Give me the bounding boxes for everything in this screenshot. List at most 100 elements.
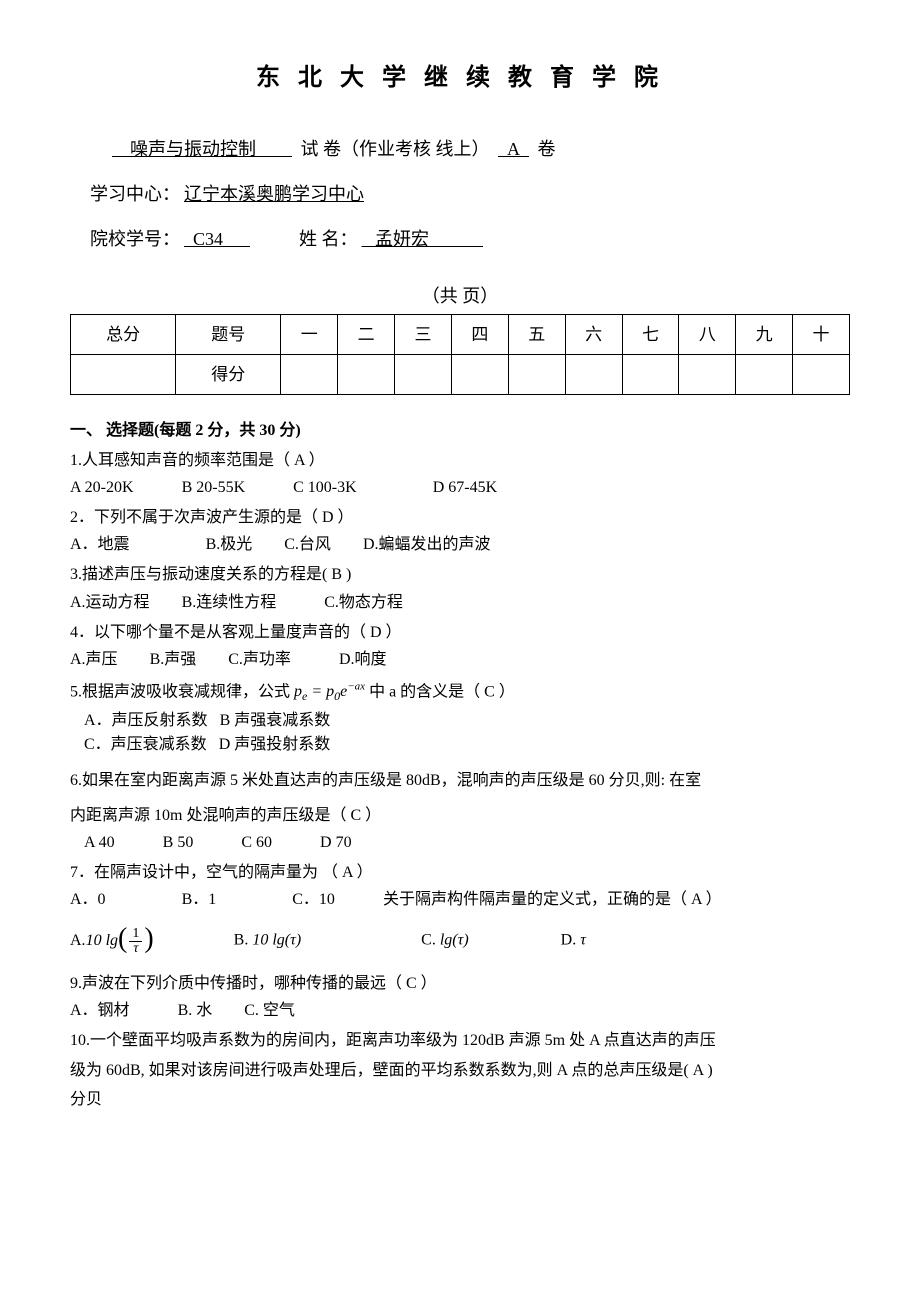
variant-suffix: 卷 [538,139,556,159]
question-4: 4．以下哪个量不是从客观上量度声音的（ D ） [70,619,850,646]
question-9: 9.声波在下列介质中传播时，哪种传播的最远（ C ） [70,970,850,997]
opt-a: A.声压 [70,651,118,668]
question-8-options: A.10 lg(1τ) B. 10 lg(τ) C. lg(τ) D. τ [70,920,850,962]
cell: 十 [793,315,850,355]
id-name-line: 院校学号： C34 姓 名： 孟妍宏 [70,226,850,253]
cell [679,355,736,395]
question-1-options: A 20-20K B 20-55K C 100-3K D 67-45K [70,476,850,500]
opt-a: A．钢材 [70,1002,130,1019]
q5-text-b: 中 a 的含义是（ C ） [369,683,515,700]
opt-b: B 声强衰减系数 [220,712,331,729]
question-9-options: A．钢材 B. 水 C. 空气 [70,999,850,1023]
cell [793,355,850,395]
opt-b: B．1 [182,891,217,908]
opt-a: A．声压反射系数 [84,712,208,729]
cell [565,355,622,395]
question-2-options: A．地震 B.极光 C.台风 D.蝙蝠发出的声波 [70,533,850,557]
name-value: 孟妍宏 [358,229,488,249]
opt-b: B 50 [163,834,194,851]
table-row: 得分 [71,355,850,395]
cell: 总分 [71,315,176,355]
cell: 三 [395,315,452,355]
score-table: 总分 题号 一 二 三 四 五 六 七 八 九 十 得分 [70,314,850,395]
cell [395,355,452,395]
opt-b: B.极光 [206,536,253,553]
cell: 七 [622,315,679,355]
pages-label: （共 页） [70,283,850,310]
question-10-line3: 分贝 [70,1086,850,1113]
q7-tail: 关于隔声构件隔声量的定义式，正确的是（ A ） [383,891,722,908]
question-5: 5.根据声波吸收衰减规律，公式 pe = p0e−ax 中 a 的含义是（ C … [70,678,850,707]
cell: 得分 [176,355,281,395]
table-row: 总分 题号 一 二 三 四 五 六 七 八 九 十 [71,315,850,355]
opt-c: C．10 [292,891,335,908]
cell: 六 [565,315,622,355]
opt-a: A 20-20K [70,479,134,496]
question-7: 7．在隔声设计中，空气的隔声量为 （ A ） [70,859,850,886]
opt-d: D. τ [561,932,586,949]
name-label: 姓 名： [299,229,358,249]
opt-d: D 70 [320,834,352,851]
question-4-options: A.声压 B.声强 C.声功率 D.响度 [70,648,850,672]
cell: 一 [281,315,338,355]
page-title: 东 北 大 学 继 续 教 育 学 院 [70,60,850,96]
opt-b: B.连续性方程 [182,594,277,611]
center-line: 学习中心：辽宁本溪奥鹏学习中心 [70,181,850,208]
question-5-options: A．声压反射系数 B 声强衰减系数 C．声压衰减系数 D 声强投射系数 [70,709,850,757]
question-3-options: A.运动方程 B.连续性方程 C.物态方程 [70,591,850,615]
variant: A [494,139,533,159]
opt-c: C.声功率 [228,651,291,668]
cell [71,355,176,395]
cell: 五 [508,315,565,355]
id-label: 院校学号： [90,229,180,249]
id-value: C34 [180,229,254,249]
center-value: 辽宁本溪奥鹏学习中心 [180,184,368,204]
question-2: 2．下列不属于次声波产生源的是（ D ） [70,504,850,531]
question-3: 3.描述声压与振动速度关系的方程是( B ) [70,561,850,588]
cell [338,355,395,395]
cell [736,355,793,395]
opt-c: C.台风 [284,536,331,553]
cell: 题号 [176,315,281,355]
q5-formula: pe = p0e−ax [294,683,365,700]
opt-b: B 20-55K [182,479,246,496]
opt-c: C 100-3K [293,479,357,496]
opt-a: A．0 [70,891,106,908]
question-10-line2: 级为 60dB, 如果对该房间进行吸声处理后，壁面的平均系数系数为,则 A 点的… [70,1057,850,1084]
cell: 四 [451,315,508,355]
opt-d: D.蝙蝠发出的声波 [363,536,491,553]
opt-d: D.响度 [339,651,387,668]
opt-d: D 67-45K [433,479,497,496]
course-name: 噪声与振动控制 [108,139,296,159]
opt-c: C 60 [241,834,272,851]
course-line: 噪声与振动控制 试 卷（作业考核 线上） A 卷 [70,136,850,163]
opt-a: A．地震 [70,536,130,553]
cell [508,355,565,395]
cell: 二 [338,315,395,355]
opt-c: C.物态方程 [324,594,403,611]
opt-a: A.10 lg(1τ) [70,932,158,949]
question-7-line2: A．0 B．1 C．10 关于隔声构件隔声量的定义式，正确的是（ A ） [70,888,850,912]
opt-c: C. lg(τ) [421,932,469,949]
paper-label: 试 卷（作业考核 线上） [301,139,490,159]
opt-b: B. 水 [178,1002,213,1019]
cell [451,355,508,395]
cell [622,355,679,395]
opt-b: B.声强 [150,651,197,668]
question-6-line1: 6.如果在室内距离声源 5 米处直达声的声压级是 80dB，混响声的声压级是 6… [70,767,850,794]
q5-text-a: 5.根据声波吸收衰减规律，公式 [70,683,294,700]
opt-c: C. 空气 [244,1002,295,1019]
section-heading: 一、 选择题(每题 2 分，共 30 分) [70,419,850,443]
opt-b: B. 10 lg(τ) [234,932,302,949]
cell: 八 [679,315,736,355]
opt-c: C．声压衰减系数 [84,736,207,753]
cell: 九 [736,315,793,355]
center-label: 学习中心： [90,184,180,204]
opt-a: A.运动方程 [70,594,150,611]
cell [281,355,338,395]
question-1: 1.人耳感知声音的频率范围是（ A ） [70,447,850,474]
opt-d: D 声强投射系数 [219,736,331,753]
question-6-options: A 40 B 50 C 60 D 70 [70,831,850,855]
opt-a: A 40 [84,834,115,851]
question-10-line1: 10.一个壁面平均吸声系数为的房间内，距离声功率级为 120dB 声源 5m 处… [70,1027,850,1054]
